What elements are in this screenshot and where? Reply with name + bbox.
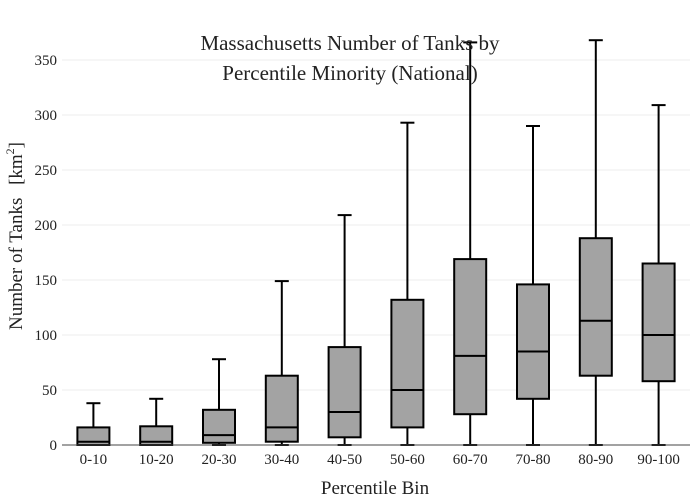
x-tick-label-30-40: 30-40 [264,452,299,468]
box-layer [76,39,676,446]
box-40-50 [327,214,362,446]
box-60-70 [453,41,488,446]
x-tick-label-70-80: 70-80 [516,452,551,468]
y-axis-label-unit-close: ] [6,142,27,148]
y-axis-label-unit: [km [6,154,27,185]
y-tick-label-50: 50 [42,383,57,399]
box-30-40 [264,280,299,446]
box-0-10 [76,402,111,446]
iqr-box-50-60 [390,298,425,429]
y-axis-label: Number of Tanks [km2] [3,142,27,330]
y-tick-label-150: 150 [35,273,58,289]
iqr-box-40-50 [327,346,362,439]
iqr-box-80-90 [578,237,613,377]
box-70-80 [516,125,550,446]
y-tick-label-250: 250 [35,163,58,179]
x-tick-labels: 0-10 10-20 20-30 30-40 40-50 50-60 60-70 70-80 8… [80,452,680,468]
x-tick-label-0-10: 0-10 [80,452,108,468]
x-tick-label-10-20: 10-20 [139,452,174,468]
iqr-box-30-40 [264,374,299,443]
y-axis-label-unit-sup: 2 [3,148,17,154]
y-tick-label-100: 100 [35,328,58,344]
iqr-box-90-100 [641,262,676,383]
x-axis-label: Percentile Bin [321,478,430,499]
box-50-60 [390,121,425,446]
x-tick-label-40-50: 40-50 [327,452,362,468]
chart-title-line-1: Massachusetts Number of Tanks by [200,31,500,55]
x-tick-label-20-30: 20-30 [202,452,237,468]
box-90-100 [641,104,676,446]
y-tick-label-0: 0 [50,438,58,454]
iqr-box-70-80 [516,283,550,400]
iqr-box-60-70 [453,258,488,416]
x-tick-label-80-90: 80-90 [578,452,613,468]
y-tick-labels: 0 50 100 150 200 250 300 350 [35,53,58,454]
box-20-30 [202,358,236,446]
x-tick-label-50-60: 50-60 [390,452,425,468]
x-tick-label-60-70: 60-70 [453,452,488,468]
y-tick-label-350: 350 [35,53,58,69]
grid-layer [62,59,690,391]
y-axis-label-text: Number of Tanks [6,198,27,330]
chart-title-line-2: Percentile Minority (National) [222,61,477,85]
x-tick-label-90-100: 90-100 [637,452,680,468]
y-tick-label-300: 300 [35,108,58,124]
box-80-90 [578,39,613,446]
iqr-box-20-30 [202,408,236,444]
box-10-20 [139,397,174,446]
y-tick-label-200: 200 [35,218,58,234]
